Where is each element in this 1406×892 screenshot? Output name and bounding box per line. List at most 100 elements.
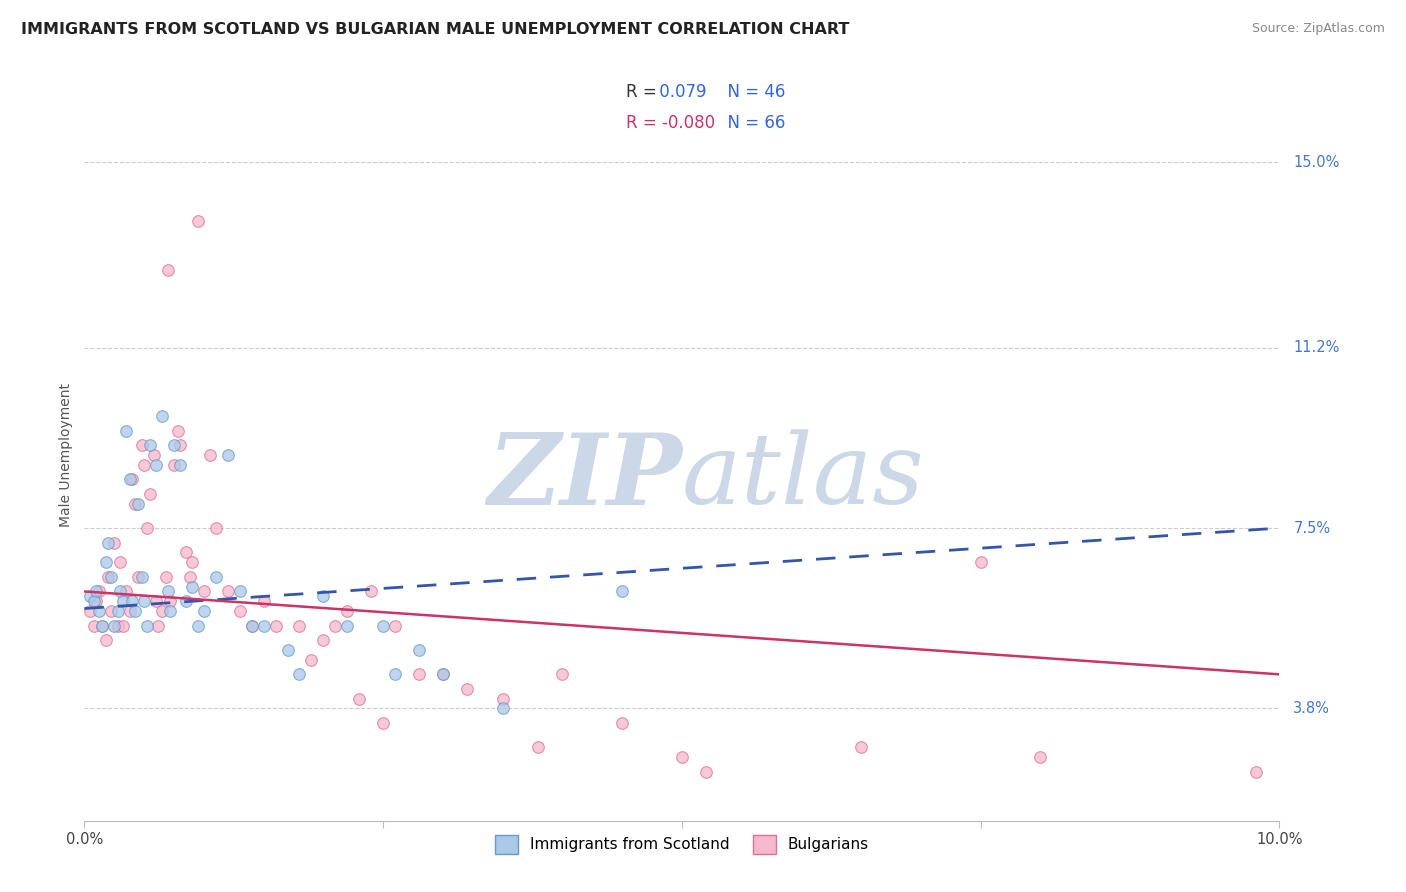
Text: IMMIGRANTS FROM SCOTLAND VS BULGARIAN MALE UNEMPLOYMENT CORRELATION CHART: IMMIGRANTS FROM SCOTLAND VS BULGARIAN MA… [21,22,849,37]
Point [349,691,371,706]
Point [139,438,162,452]
Point [110,584,132,599]
Point [527,740,550,755]
Point [1244,764,1267,779]
Point [139,487,162,501]
Point [124,604,146,618]
Point [103,535,125,549]
Point [163,438,186,452]
Point [695,764,717,779]
Text: Source: ZipAtlas.com: Source: ZipAtlas.com [1251,22,1385,36]
Point [373,716,395,731]
Point [970,555,993,569]
Point [312,633,335,648]
Point [131,570,153,584]
Point [121,594,143,608]
Point [148,618,170,632]
Point [187,618,209,632]
Point [301,653,323,667]
Point [150,409,173,423]
Text: 7.5%: 7.5% [1294,521,1330,535]
Point [408,667,430,681]
Point [118,604,141,618]
Y-axis label: Male Unemployment: Male Unemployment [59,383,73,527]
Point [159,594,181,608]
Point [253,594,276,608]
Point [132,458,156,472]
Point [118,472,141,486]
Point [360,584,382,599]
Point [87,584,110,599]
Point [83,618,105,632]
Point [145,458,167,472]
Point [83,594,105,608]
Point [264,618,287,632]
Point [174,594,197,608]
Point [124,497,146,511]
Point [612,716,634,731]
Point [288,618,311,632]
Point [851,740,873,755]
Point [205,570,228,584]
Point [157,262,180,277]
Point [456,681,478,696]
Point [336,604,359,618]
Text: N = 46: N = 46 [717,83,786,101]
Point [103,618,125,632]
Point [111,618,134,632]
Point [181,580,204,594]
Point [135,521,157,535]
Point [193,584,215,599]
Point [87,604,110,618]
Point [97,570,120,584]
Point [179,570,201,584]
Point [373,618,395,632]
Point [312,590,335,604]
Point [612,584,634,599]
Point [97,535,120,549]
Point [86,594,108,608]
Text: 15.0%: 15.0% [1294,155,1340,169]
Point [384,618,406,632]
Point [492,701,515,715]
Point [86,584,108,599]
Point [277,643,299,657]
Point [79,590,101,604]
Point [432,667,454,681]
Text: atlas: atlas [682,429,925,524]
Point [169,438,191,452]
Point [169,458,191,472]
Point [155,570,177,584]
Point [253,618,276,632]
Point [91,618,114,632]
Point [127,570,149,584]
Text: ZIP: ZIP [486,429,682,525]
Point [198,448,221,462]
Point [107,618,129,632]
Point [79,604,101,618]
Point [1029,750,1052,764]
Point [107,604,129,618]
Point [150,604,173,618]
Text: 3.8%: 3.8% [1294,701,1330,716]
Legend: Immigrants from Scotland, Bulgarians: Immigrants from Scotland, Bulgarians [484,824,880,864]
Text: 0.079: 0.079 [654,83,706,101]
Point [229,604,252,618]
Point [115,424,138,438]
Point [111,594,134,608]
Point [181,555,204,569]
Point [492,691,515,706]
Point [166,424,188,438]
Point [551,667,574,681]
Point [193,604,215,618]
Point [671,750,693,764]
Point [142,448,165,462]
Point [384,667,406,681]
Point [127,497,149,511]
Point [100,604,122,618]
Point [408,643,430,657]
Point [94,633,117,648]
Point [325,618,347,632]
Point [336,618,359,632]
Point [205,521,228,535]
